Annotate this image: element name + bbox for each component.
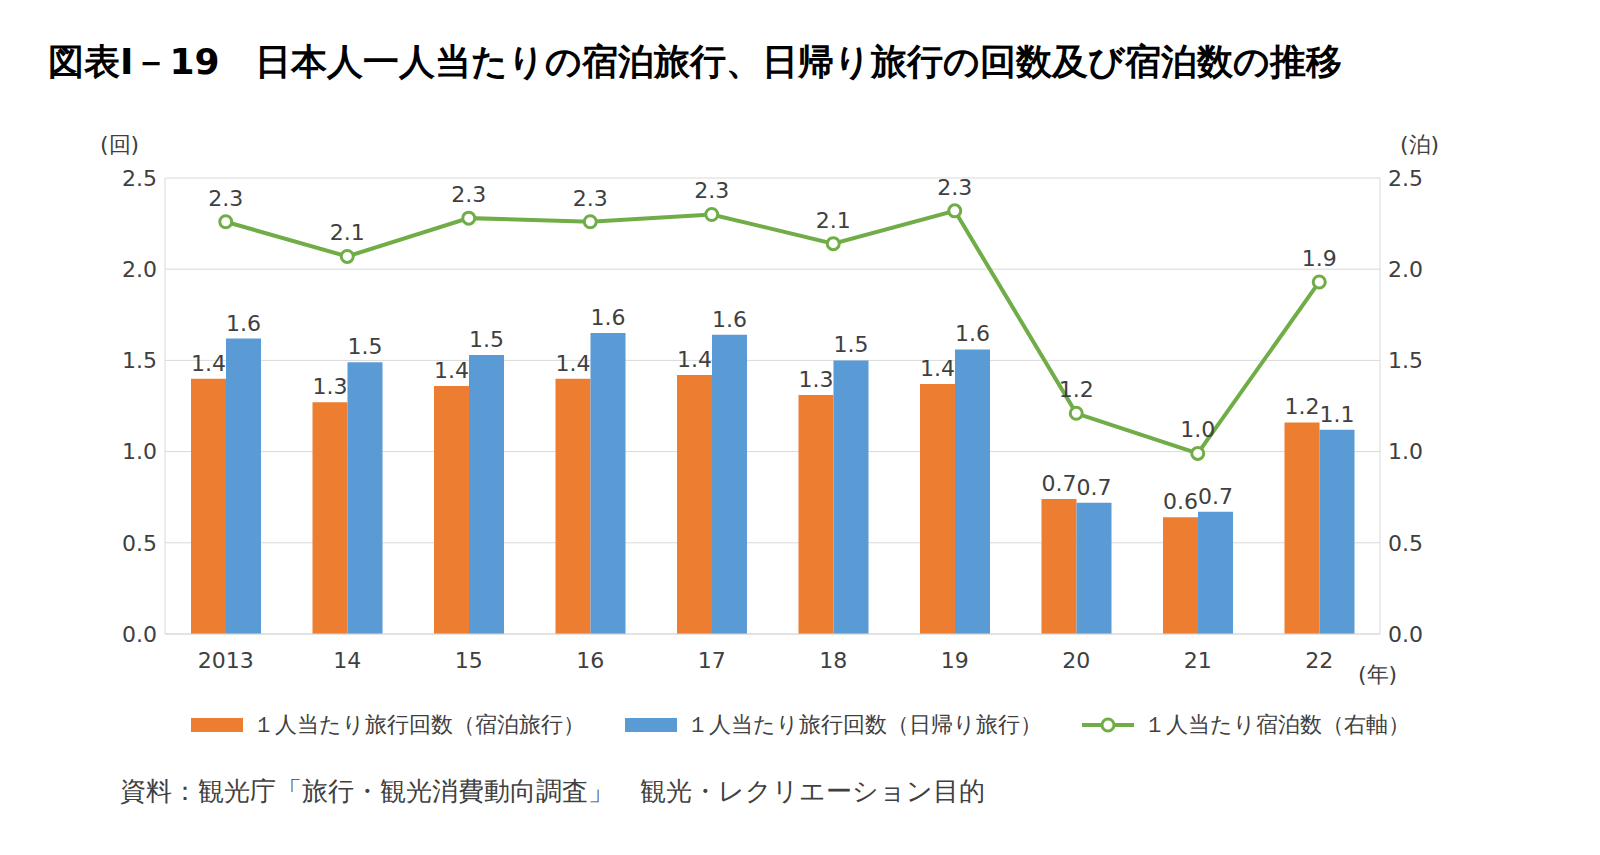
svg-text:0.5: 0.5 <box>122 531 157 556</box>
svg-text:2013: 2013 <box>198 648 254 673</box>
svg-text:0.7: 0.7 <box>1198 484 1233 509</box>
svg-text:2.3: 2.3 <box>573 186 608 211</box>
svg-text:2.5: 2.5 <box>122 166 157 191</box>
html-text:資料：観光庁「旅行・観光消費動向調査」 観光・レクリエーショ: 資料：観光庁「旅行・観光消費動向調査」 観光・レクリエーション目的 <box>120 776 985 806</box>
svg-text:1.5: 1.5 <box>122 348 157 373</box>
svg-text:1.5: 1.5 <box>1388 348 1423 373</box>
html-text:１人当たり宿泊数（右軸）: １人当たり宿泊数（右軸） <box>1143 712 1410 737</box>
html-text:図表Ⅰ－19 日本人一人当たりの宿泊旅行、日帰り旅行の回数及: 図表Ⅰ－19 日本人一人当たりの宿泊旅行、日帰り旅行の回数及び宿泊数の推移 <box>48 41 1343 82</box>
svg-text:1.0: 1.0 <box>122 439 157 464</box>
svg-text:16: 16 <box>576 648 604 673</box>
svg-text:2.0: 2.0 <box>122 257 157 282</box>
svg-text:1.6: 1.6 <box>955 321 990 346</box>
svg-text:1.1: 1.1 <box>1320 402 1355 427</box>
svg-text:0.0: 0.0 <box>1388 622 1423 647</box>
html-text:(回): (回) <box>100 132 140 157</box>
svg-text:22: 22 <box>1305 648 1333 673</box>
svg-text:19: 19 <box>941 648 969 673</box>
svg-text:2.3: 2.3 <box>937 175 972 200</box>
svg-text:2.5: 2.5 <box>1388 166 1423 191</box>
svg-text:1.3: 1.3 <box>799 367 834 392</box>
svg-text:1.0: 1.0 <box>1388 439 1423 464</box>
svg-text:1.4: 1.4 <box>434 358 469 383</box>
svg-text:0.0: 0.0 <box>122 622 157 647</box>
svg-text:1.0: 1.0 <box>1180 417 1215 442</box>
svg-text:2.1: 2.1 <box>330 220 365 245</box>
svg-text:1.5: 1.5 <box>348 334 383 359</box>
html-text:１人当たり旅行回数（日帰り旅行）: １人当たり旅行回数（日帰り旅行） <box>686 712 1042 737</box>
svg-text:17: 17 <box>698 648 726 673</box>
svg-text:1.4: 1.4 <box>920 356 955 381</box>
svg-text:1.9: 1.9 <box>1302 246 1337 271</box>
svg-text:2.1: 2.1 <box>816 208 851 233</box>
svg-text:21: 21 <box>1184 648 1212 673</box>
svg-text:1.4: 1.4 <box>556 351 591 376</box>
svg-text:2.3: 2.3 <box>208 186 243 211</box>
svg-text:0.7: 0.7 <box>1077 475 1112 500</box>
svg-text:1.4: 1.4 <box>191 351 226 376</box>
svg-text:2.3: 2.3 <box>451 182 486 207</box>
svg-text:20: 20 <box>1062 648 1090 673</box>
svg-text:0.6: 0.6 <box>1163 489 1198 514</box>
html-text:(年): (年) <box>1358 662 1398 687</box>
html-text:１人当たり旅行回数（宿泊旅行）: １人当たり旅行回数（宿泊旅行） <box>252 712 585 737</box>
svg-text:0.5: 0.5 <box>1388 531 1423 556</box>
svg-text:1.2: 1.2 <box>1285 394 1320 419</box>
svg-text:2.3: 2.3 <box>694 178 729 203</box>
svg-text:1.5: 1.5 <box>469 327 504 352</box>
svg-text:1.6: 1.6 <box>226 311 261 336</box>
svg-text:1.2: 1.2 <box>1059 377 1094 402</box>
svg-text:0.7: 0.7 <box>1042 471 1077 496</box>
svg-text:18: 18 <box>819 648 847 673</box>
svg-text:2.0: 2.0 <box>1388 257 1423 282</box>
svg-text:14: 14 <box>333 648 361 673</box>
html-text:(泊): (泊) <box>1400 132 1440 157</box>
svg-text:1.6: 1.6 <box>712 307 747 332</box>
svg-text:1.5: 1.5 <box>834 332 869 357</box>
svg-text:1.4: 1.4 <box>677 347 712 372</box>
svg-text:1.6: 1.6 <box>591 305 626 330</box>
svg-text:15: 15 <box>455 648 483 673</box>
svg-text:1.3: 1.3 <box>313 374 348 399</box>
